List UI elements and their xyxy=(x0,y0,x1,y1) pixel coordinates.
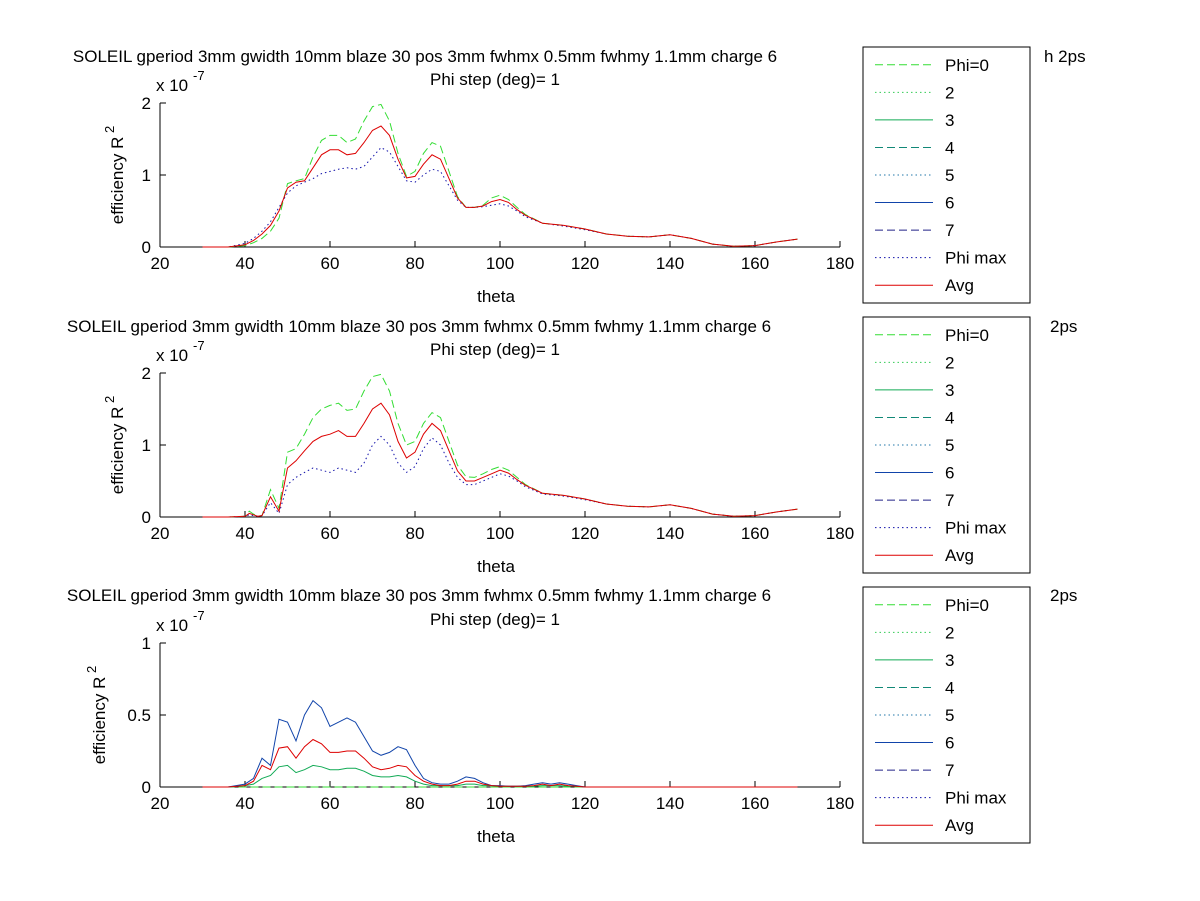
chart-title: SOLEIL gperiod 3mm gwidth 10mm blaze 30 … xyxy=(73,47,777,66)
legend-label: 4 xyxy=(945,408,954,427)
chart-subtitle: Phi step (deg)= 1 xyxy=(430,70,560,89)
subplot-1: SOLEIL gperiod 3mm gwidth 10mm blaze 30 … xyxy=(73,46,1086,306)
legend-label: Phi=0 xyxy=(945,596,989,615)
legend-box xyxy=(862,316,1031,574)
legend-label: 4 xyxy=(945,678,954,697)
y-tick-label: 0 xyxy=(142,508,151,527)
legend-label: 7 xyxy=(945,221,954,240)
chart-subtitle: Phi step (deg)= 1 xyxy=(430,610,560,629)
legend: Phi=0 2 3 4 5 6 7 Phi max Avg xyxy=(862,586,1031,844)
legend-label: 3 xyxy=(945,651,954,670)
subplot-3: SOLEIL gperiod 3mm gwidth 10mm blaze 30 … xyxy=(67,586,1078,846)
x-tick-label: 40 xyxy=(236,794,255,813)
x-tick-label: 180 xyxy=(826,794,854,813)
x-tick-label: 80 xyxy=(406,794,425,813)
legend-label: Phi max xyxy=(945,789,1007,808)
x-tick-label: 60 xyxy=(321,524,340,543)
x-tick-label: 40 xyxy=(236,524,255,543)
series-line xyxy=(202,402,798,518)
x-tick-label: 180 xyxy=(826,254,854,273)
x-tick-label: 60 xyxy=(321,794,340,813)
legend-label: Phi=0 xyxy=(945,326,989,345)
x-tick-label: 120 xyxy=(571,254,599,273)
x-axis-label: theta xyxy=(477,557,515,576)
y-tick-label: 2 xyxy=(142,364,151,383)
legend-label: 6 xyxy=(945,194,954,213)
y-tick-label: 2 xyxy=(142,94,151,113)
axis-scale-base: x 10 xyxy=(156,616,188,635)
legend-label: 2 xyxy=(945,353,954,372)
y-axis-label-exponent: 2 xyxy=(102,396,117,407)
legend: Phi=0 2 3 4 5 6 7 Phi max Avg xyxy=(862,316,1031,574)
chart-subtitle: Phi step (deg)= 1 xyxy=(430,340,560,359)
y-tick-label: 1 xyxy=(142,166,151,185)
y-tick-label: 0 xyxy=(142,778,151,797)
axis-scale-base: x 10 xyxy=(156,76,188,95)
chart-title: SOLEIL gperiod 3mm gwidth 10mm blaze 30 … xyxy=(67,317,771,336)
x-tick-label: 180 xyxy=(826,524,854,543)
legend-label: 7 xyxy=(945,491,954,510)
x-tick-label: 20 xyxy=(151,524,170,543)
chart-title-tail: 2ps xyxy=(1050,317,1077,336)
x-tick-label: 80 xyxy=(406,254,425,273)
y-axis-label-exponent: 2 xyxy=(84,666,99,677)
x-tick-label: 160 xyxy=(741,524,769,543)
legend-label: 4 xyxy=(945,138,954,157)
x-tick-label: 100 xyxy=(486,794,514,813)
x-tick-label: 120 xyxy=(571,794,599,813)
x-tick-label: 120 xyxy=(571,524,599,543)
axis-scale-exponent: -7 xyxy=(193,338,205,353)
x-tick-label: 160 xyxy=(741,794,769,813)
legend-label: 6 xyxy=(945,464,954,483)
legend-label: 2 xyxy=(945,83,954,102)
legend-label: Phi max xyxy=(945,249,1007,268)
y-tick-label: 1 xyxy=(142,634,151,653)
x-tick-label: 160 xyxy=(741,254,769,273)
chart-title-tail: 2ps xyxy=(1050,586,1077,605)
legend-label: 5 xyxy=(945,166,954,185)
y-tick-label: 0 xyxy=(142,238,151,257)
legend-label: 2 xyxy=(945,623,954,642)
x-tick-label: 140 xyxy=(656,254,684,273)
x-tick-label: 140 xyxy=(656,524,684,543)
legend-box xyxy=(862,586,1031,844)
legend-label: Avg xyxy=(945,276,974,295)
subplot-2: SOLEIL gperiod 3mm gwidth 10mm blaze 30 … xyxy=(67,316,1077,576)
legend-label: 5 xyxy=(945,706,954,725)
y-axis-label-exponent: 2 xyxy=(102,126,117,137)
legend-box xyxy=(862,46,1031,304)
legend-label: Avg xyxy=(945,546,974,565)
x-tick-label: 100 xyxy=(486,254,514,273)
y-tick-label: 0.5 xyxy=(127,706,151,725)
x-tick-label: 20 xyxy=(151,254,170,273)
x-tick-label: 80 xyxy=(406,524,425,543)
legend-label: Phi max xyxy=(945,519,1007,538)
y-tick-label: 1 xyxy=(142,436,151,455)
axis-scale-exponent: -7 xyxy=(193,608,205,623)
x-tick-label: 140 xyxy=(656,794,684,813)
x-tick-label: 100 xyxy=(486,524,514,543)
axis-scale-base: x 10 xyxy=(156,346,188,365)
chart-title: SOLEIL gperiod 3mm gwidth 10mm blaze 30 … xyxy=(67,586,771,605)
chart-title-tail: h 2ps xyxy=(1044,47,1086,66)
x-tick-label: 20 xyxy=(151,794,170,813)
x-tick-label: 60 xyxy=(321,254,340,273)
legend: Phi=0 2 3 4 5 6 7 Phi max Avg xyxy=(862,46,1031,304)
legend-label: 3 xyxy=(945,381,954,400)
legend-label: 6 xyxy=(945,734,954,753)
x-axis-label: theta xyxy=(477,827,515,846)
legend-label: 3 xyxy=(945,111,954,130)
legend-label: 5 xyxy=(945,436,954,455)
legend-label: 7 xyxy=(945,761,954,780)
x-tick-label: 40 xyxy=(236,254,255,273)
legend-label: Avg xyxy=(945,816,974,835)
x-axis-label: theta xyxy=(477,287,515,306)
series-line xyxy=(202,738,798,788)
axis-scale-exponent: -7 xyxy=(193,68,205,83)
legend-label: Phi=0 xyxy=(945,56,989,75)
series-line xyxy=(202,125,798,248)
